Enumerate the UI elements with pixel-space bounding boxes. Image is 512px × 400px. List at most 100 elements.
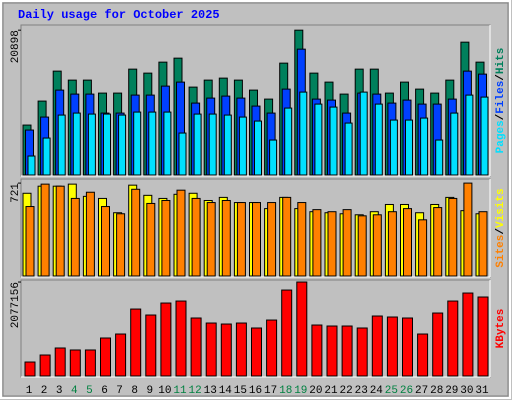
bar bbox=[161, 199, 171, 277]
bar bbox=[281, 289, 293, 377]
x-tick-label: 20 bbox=[309, 385, 322, 397]
bar bbox=[84, 349, 96, 377]
bar bbox=[314, 103, 323, 176]
bar bbox=[145, 314, 157, 377]
x-tick-label: 29 bbox=[445, 385, 458, 397]
bar bbox=[70, 197, 80, 277]
legend: Sites/Visits bbox=[495, 188, 507, 267]
bar bbox=[357, 215, 367, 277]
bar bbox=[284, 107, 293, 176]
x-tick-label: 17 bbox=[264, 385, 277, 397]
x-tick-label: 11 bbox=[173, 385, 187, 397]
bar bbox=[206, 202, 216, 277]
bar bbox=[40, 183, 50, 277]
bar bbox=[296, 281, 308, 377]
x-tick-label: 27 bbox=[415, 385, 428, 397]
x-tick-label: 28 bbox=[430, 385, 443, 397]
x-tick-label: 7 bbox=[116, 385, 123, 397]
bar bbox=[190, 317, 202, 377]
bar bbox=[477, 296, 489, 377]
bar bbox=[116, 213, 126, 277]
frame-inner bbox=[2, 2, 509, 397]
bar bbox=[235, 322, 247, 377]
bar bbox=[178, 132, 187, 176]
x-tick-label: 2 bbox=[41, 385, 48, 397]
x-tick-label: 22 bbox=[339, 385, 352, 397]
bar bbox=[420, 117, 429, 176]
x-tick-label: 23 bbox=[355, 385, 368, 397]
bar bbox=[386, 316, 398, 377]
bar bbox=[327, 211, 337, 277]
bar bbox=[220, 323, 232, 377]
bar bbox=[208, 113, 217, 176]
x-tick-label: 1 bbox=[26, 385, 33, 397]
bar bbox=[24, 361, 36, 377]
legend-entry: Visits bbox=[495, 188, 507, 228]
bar bbox=[372, 214, 382, 277]
legend-separator: / bbox=[495, 74, 507, 81]
bar bbox=[342, 209, 352, 277]
bar bbox=[221, 199, 231, 277]
bar bbox=[85, 191, 95, 277]
bar bbox=[405, 119, 413, 176]
x-tick-label: 15 bbox=[234, 385, 247, 397]
bar bbox=[462, 292, 474, 377]
bar bbox=[359, 91, 368, 176]
bar bbox=[371, 315, 383, 377]
bar bbox=[130, 308, 142, 377]
bar bbox=[131, 188, 141, 277]
bar bbox=[374, 103, 383, 176]
bar bbox=[39, 354, 51, 377]
bar bbox=[312, 209, 322, 277]
bar bbox=[223, 114, 232, 176]
bar bbox=[356, 327, 368, 377]
bar bbox=[205, 322, 217, 377]
legend-entry: KBytes bbox=[495, 309, 507, 349]
bar bbox=[389, 119, 398, 176]
bar bbox=[100, 337, 111, 377]
bar bbox=[341, 325, 353, 377]
x-tick-label: 6 bbox=[101, 385, 108, 397]
x-tick-label: 25 bbox=[385, 385, 398, 397]
legend-entry: Files bbox=[495, 81, 507, 114]
bar bbox=[133, 111, 142, 176]
legend-entry: Pages bbox=[495, 120, 507, 153]
bar bbox=[417, 333, 429, 377]
x-tick-label: 16 bbox=[249, 385, 262, 397]
x-tick-label: 9 bbox=[146, 385, 153, 397]
bar bbox=[465, 94, 474, 176]
bar bbox=[175, 300, 187, 377]
legend: KBytes bbox=[495, 309, 507, 349]
bar bbox=[72, 112, 81, 176]
x-tick-label: 10 bbox=[158, 385, 171, 397]
x-tick-label: 31 bbox=[475, 385, 489, 397]
bar bbox=[480, 96, 489, 176]
bar bbox=[55, 185, 65, 277]
bar bbox=[252, 202, 261, 277]
x-tick-label: 19 bbox=[294, 385, 307, 397]
bar bbox=[87, 113, 96, 176]
bar bbox=[299, 91, 308, 176]
bar bbox=[57, 114, 66, 176]
bar bbox=[148, 111, 157, 176]
bar bbox=[25, 206, 35, 277]
x-tick-label: 13 bbox=[204, 385, 217, 397]
bar bbox=[42, 137, 51, 176]
bar bbox=[326, 325, 338, 377]
bar bbox=[115, 333, 127, 377]
bar bbox=[282, 196, 292, 277]
bar bbox=[27, 155, 36, 176]
x-tick-label: 18 bbox=[279, 385, 292, 397]
legend-entry: Hits bbox=[495, 48, 507, 74]
x-tick-label: 12 bbox=[188, 385, 201, 397]
chart-title: Daily usage for October 2025 bbox=[18, 8, 220, 22]
bar bbox=[433, 207, 443, 277]
bar bbox=[266, 319, 278, 377]
bar bbox=[478, 211, 488, 277]
bar bbox=[329, 106, 338, 176]
x-tick-label: 24 bbox=[370, 385, 384, 397]
bar bbox=[267, 202, 277, 277]
bar bbox=[432, 312, 444, 377]
